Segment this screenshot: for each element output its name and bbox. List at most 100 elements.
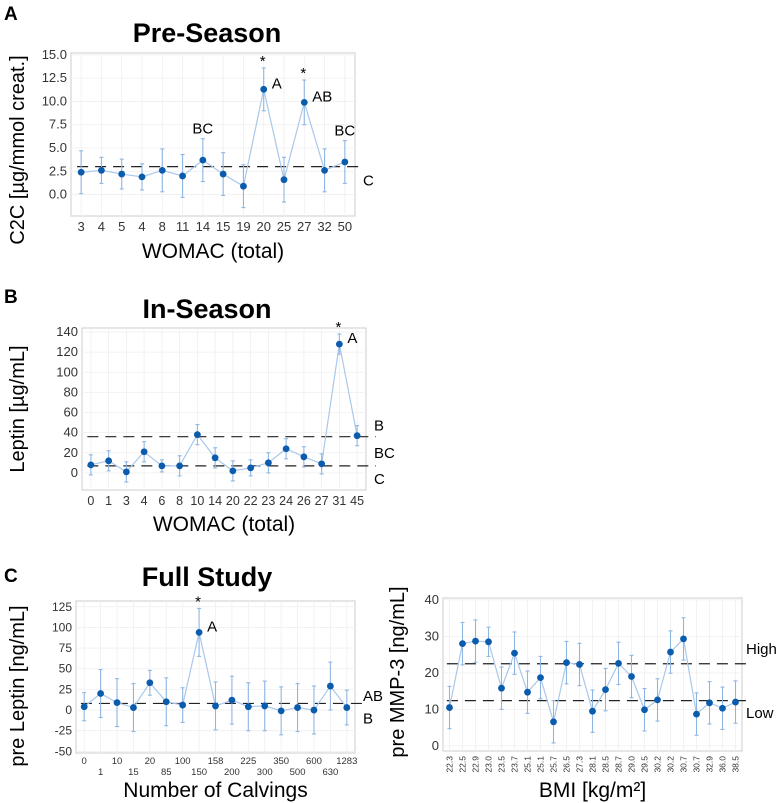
- data-point: [212, 702, 219, 710]
- data-point: [77, 168, 85, 176]
- x-tick-label: 25.1: [523, 756, 533, 773]
- y-tick-label: 140: [56, 324, 78, 339]
- x-tick-label: 15: [216, 219, 230, 234]
- data-point: [550, 718, 557, 726]
- x-tick-label: 158: [208, 756, 224, 767]
- data-point: [195, 628, 203, 636]
- x-tick-label: 31: [332, 494, 346, 508]
- x-tick-label: 28.5: [601, 756, 611, 773]
- data-point: [472, 637, 479, 645]
- data-point: [193, 431, 201, 439]
- data-point: [179, 701, 187, 709]
- x-tick-label: 4: [98, 219, 105, 234]
- data-point: [537, 674, 544, 682]
- data-point: [732, 698, 739, 706]
- data-point: [563, 659, 570, 667]
- data-point: [118, 170, 126, 178]
- data-point: [353, 432, 361, 440]
- group-label: High: [746, 641, 777, 658]
- y-tick-label: 75: [59, 641, 73, 655]
- group-letter: A: [207, 618, 217, 635]
- series-line: [81, 89, 346, 188]
- x-tick-label: 3: [123, 494, 130, 508]
- x-tick-label: 19: [236, 219, 250, 234]
- data-point: [130, 704, 137, 711]
- x-tick-label: 27.3: [575, 756, 585, 773]
- data-point: [602, 686, 609, 694]
- data-point: [97, 690, 105, 697]
- data-point: [158, 462, 166, 470]
- data-point: [654, 696, 661, 704]
- x-tick-label: 25.7: [549, 756, 559, 773]
- y-tick-label: 15.0: [42, 47, 67, 62]
- x-tick-label: 36.0: [718, 756, 728, 773]
- y-tick-label: 10.0: [42, 93, 67, 108]
- y-tick-label: 50: [59, 662, 73, 676]
- data-point: [576, 661, 583, 668]
- data-point: [199, 156, 207, 164]
- x-tick-label: 630: [322, 767, 338, 778]
- data-point: [282, 445, 290, 453]
- y-tick-label: 120: [56, 344, 78, 359]
- x-tick-label: 30.7: [679, 756, 689, 773]
- chart-panel-3: -50-250255075100125011015208510015015820…: [4, 562, 383, 802]
- group-label: AB: [363, 688, 383, 705]
- x-tick-label: 24: [279, 494, 293, 508]
- x-tick-label: 6: [158, 494, 165, 508]
- group-letter: BC: [334, 123, 355, 140]
- x-tick-label: 22: [244, 494, 258, 508]
- y-tick-label: 25: [59, 682, 73, 696]
- x-tick-label: 1283: [336, 756, 357, 767]
- data-point: [300, 98, 308, 106]
- x-axis-label: WOMAC (total): [142, 240, 284, 263]
- chart-panel-1: 0.02.55.07.510.012.515.03 4 5 4 8 11 14 15 19 20 2…: [4, 4, 374, 263]
- data-point: [176, 462, 184, 470]
- x-tick-label: 8: [176, 494, 183, 508]
- y-tick-label: 60: [64, 405, 78, 420]
- x-tick-label: 29.5: [640, 756, 650, 773]
- x-tick-label: 5: [118, 219, 125, 234]
- data-point: [326, 682, 334, 690]
- data-point: [667, 648, 674, 656]
- panel-letter: C: [4, 566, 18, 587]
- x-tick-label: 100: [175, 756, 191, 767]
- data-point: [615, 659, 622, 667]
- data-point: [105, 457, 113, 465]
- panel-letter: A: [4, 4, 18, 25]
- x-tick-label: 15: [128, 767, 139, 778]
- y-tick-label: 100: [52, 620, 72, 634]
- y-axis-label: Leptin [µg/mL]: [7, 345, 29, 472]
- x-tick-label: 30.2: [653, 756, 663, 773]
- data-point: [158, 166, 166, 174]
- data-point: [693, 710, 700, 718]
- chart-title: Pre-Season: [133, 18, 282, 48]
- x-tick-label: 20: [145, 756, 156, 767]
- x-tick-label: 4: [138, 219, 145, 234]
- x-tick-label: 85: [161, 767, 172, 778]
- data-point: [87, 461, 95, 469]
- chart-title: In-Season: [142, 294, 271, 324]
- data-point: [310, 706, 318, 714]
- data-point: [113, 699, 121, 707]
- x-tick-label: 1: [105, 494, 112, 508]
- group-label: C: [363, 173, 374, 190]
- data-point: [247, 464, 255, 472]
- y-tick-label: 80: [64, 384, 78, 399]
- x-tick-label: 0: [82, 756, 87, 767]
- series-line: [90, 343, 358, 473]
- data-point: [211, 454, 219, 462]
- y-tick-label: 20: [64, 445, 78, 460]
- y-axis-label: C2C [µg/mmol creat.]: [7, 55, 29, 244]
- y-tick-label: 0: [71, 465, 78, 480]
- x-tick-label: 22.3: [445, 756, 455, 773]
- data-point: [228, 696, 236, 704]
- x-tick-label: 25.1: [536, 756, 546, 773]
- data-point: [446, 704, 453, 711]
- group-letter: AB: [312, 88, 332, 105]
- x-axis-label: Number of Calvings: [123, 779, 307, 802]
- data-point: [706, 699, 713, 707]
- x-tick-label: 38.5: [731, 756, 741, 773]
- data-point: [294, 704, 301, 711]
- y-tick-label: 2.5: [49, 163, 67, 178]
- x-tick-label: 23.0: [484, 756, 494, 773]
